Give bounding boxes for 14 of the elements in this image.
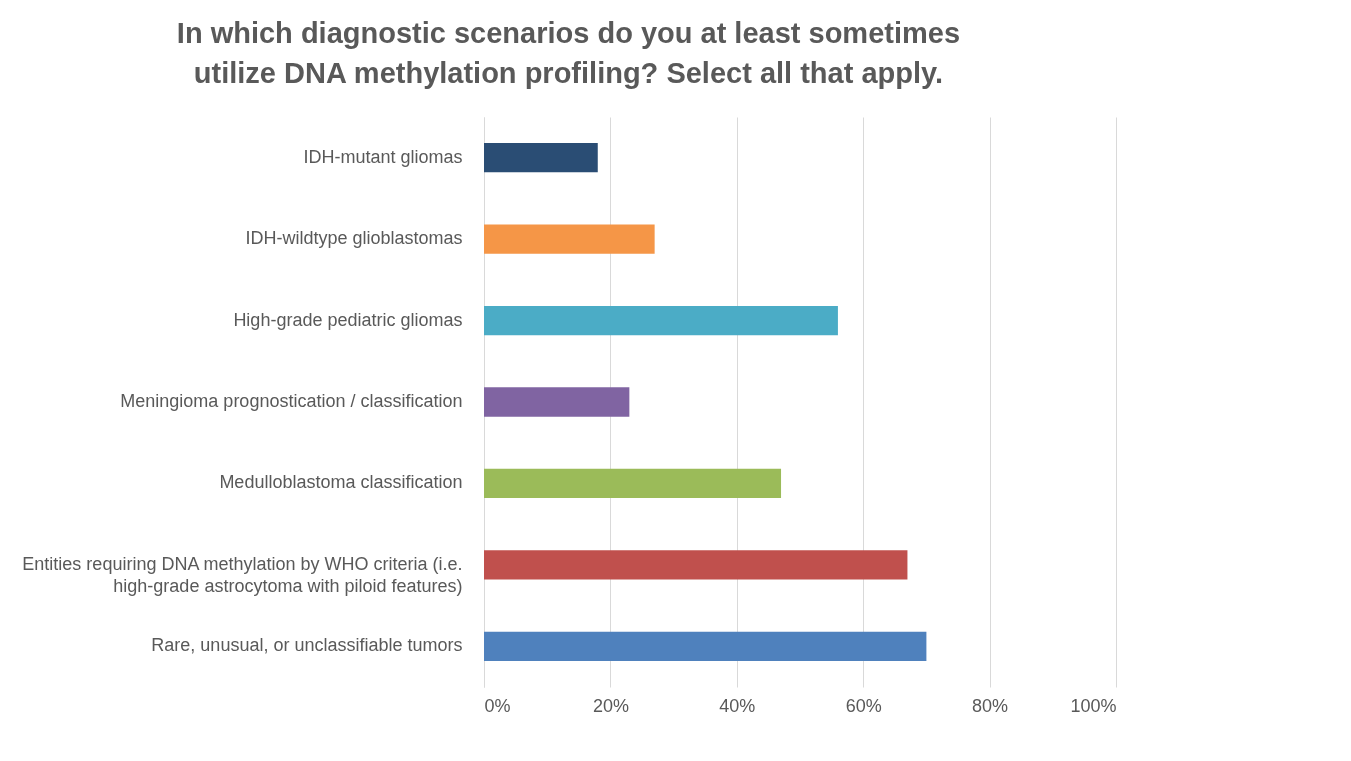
y-tick-label: Entities requiring DNA methylation by WHO criteria (i.e. high-grade astrocytoma with piloid features) — [22, 553, 463, 596]
chart-title: In which diagnostic scenarios do you at least sometimes utilize DNA methylation profiling? Select all that apply. — [176, 17, 961, 89]
x-tick-label: 60% — [845, 695, 882, 716]
y-tick-label: Medulloblastoma classification — [219, 472, 463, 493]
x-tick-label: 40% — [719, 695, 756, 716]
y-tick-label: Meningioma prognostication / classification — [120, 391, 463, 411]
y-tick-label: IDH-wildtype glioblastomas — [245, 228, 463, 249]
x-tick-label: 80% — [972, 695, 1009, 716]
y-tick-label: IDH-mutant gliomas — [303, 146, 463, 167]
x-tick-label: 100% — [1070, 695, 1117, 716]
y-tick-label: Rare, unusual, or unclassifiable tumors — [151, 635, 463, 656]
x-tick-label: 0% — [484, 695, 511, 716]
x-tick-label: 20% — [592, 695, 629, 716]
y-tick-label: High-grade pediatric gliomas — [233, 309, 463, 330]
